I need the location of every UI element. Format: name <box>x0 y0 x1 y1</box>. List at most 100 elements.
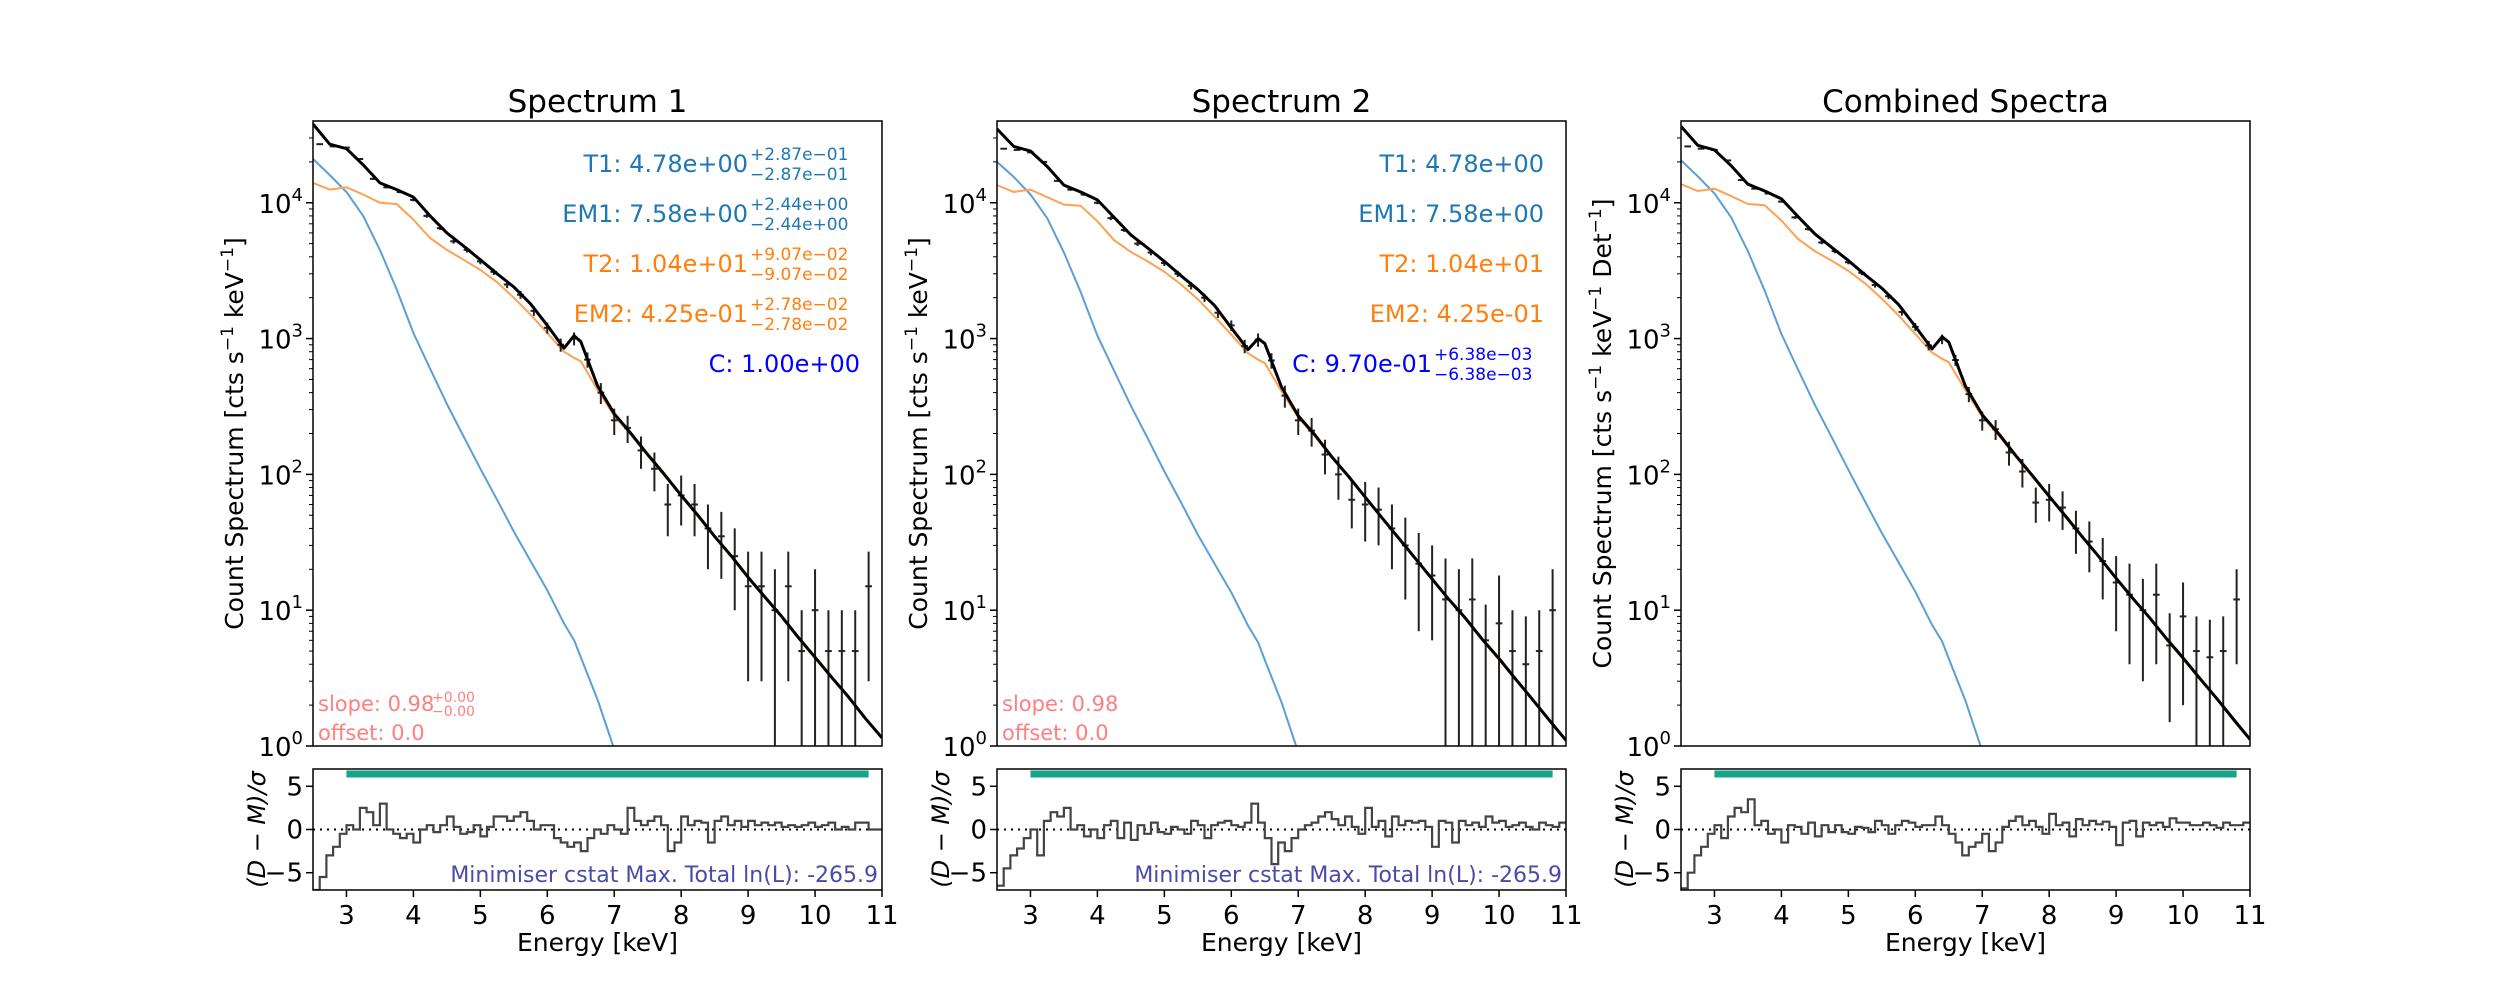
x-tick-label: 9 <box>2108 901 2125 931</box>
residual-y-tick-label: −5 <box>1633 859 1671 889</box>
y-tick-exponent: 4 <box>292 185 303 206</box>
x-tick-label: 8 <box>673 901 690 931</box>
param-label: EM2: 4.25e-01 <box>574 300 748 328</box>
param-lower-error: −9.07e−02 <box>750 265 848 285</box>
y-tick-exponent: 0 <box>1660 728 1671 749</box>
y-tick-label: 100 <box>258 728 303 763</box>
residual-y-tick-label: −5 <box>949 859 987 889</box>
x-axis-label: Energy [keV] <box>1201 928 1362 957</box>
x-tick-label: 11 <box>2233 901 2266 931</box>
param-label: EM2: 4.25e-01 <box>1370 300 1544 328</box>
main-plot-area <box>313 123 882 746</box>
residual-plot-area <box>1681 770 2250 890</box>
y-axis-label: Count Spectrum [cts s−1 keV−1 Det−1] <box>1586 199 1617 669</box>
offset-label: offset: 0.0 <box>1002 721 1109 745</box>
slope-upper-error: +0.00 <box>432 690 475 706</box>
param-label: C: 1.00e+00 <box>709 350 860 378</box>
y-label-text: keV <box>220 272 249 326</box>
residual-y-tick-label: 0 <box>1654 816 1671 846</box>
y-tick-label: 104 <box>258 185 303 220</box>
main-axes-frame <box>1680 120 2251 747</box>
x-tick-label: 3 <box>1706 901 1723 931</box>
x-axis-label: Energy [keV] <box>517 928 678 957</box>
x-tick-label: 7 <box>1974 901 1991 931</box>
x-tick-label: 9 <box>740 901 757 931</box>
x-tick-label: 6 <box>539 901 556 931</box>
y-tick-base: 10 <box>942 733 975 763</box>
param-label: C: 9.70e-01 <box>1292 350 1432 378</box>
y-tick-exponent: 2 <box>1660 456 1671 477</box>
slope-label: slope: 0.98 <box>318 692 434 716</box>
y-axis-label: Count Spectrum [cts s−1 keV−1] <box>902 237 933 630</box>
residual-y-tick-label: −5 <box>265 859 303 889</box>
param-lower-error: −2.44e+00 <box>750 215 848 235</box>
y-tick-label: 100 <box>942 728 987 763</box>
y-label-superscript: −1 <box>1586 208 1606 233</box>
y-tick-base: 10 <box>1626 326 1659 356</box>
y-tick-exponent: 3 <box>1660 321 1671 342</box>
y-tick-base: 10 <box>1626 597 1659 627</box>
y-label-superscript: −1 <box>902 326 922 351</box>
chart-title: Spectrum 2 <box>1192 84 1372 120</box>
x-axis-label: Energy [keV] <box>1885 928 2046 957</box>
y-label-text: ] <box>904 237 933 247</box>
x-tick-label: 7 <box>1290 901 1307 931</box>
x-tick-label: 5 <box>1156 901 1173 931</box>
residual-y-tick-label: 0 <box>286 816 303 846</box>
y-label-superscript: −1 <box>218 247 238 272</box>
y-tick-label: 101 <box>1626 592 1671 627</box>
param-lower-error: −2.78e−02 <box>750 315 848 335</box>
param-lower-error: −6.38e−03 <box>1434 365 1532 385</box>
param-label: T1: 4.78e+00 <box>1379 150 1545 178</box>
y-label-text: ] <box>1588 199 1617 209</box>
y-label-superscript: −1 <box>1586 286 1606 311</box>
residual-y-label: (D − M)/σ <box>243 770 271 887</box>
x-tick-label: 3 <box>1022 901 1039 931</box>
y-tick-label: 103 <box>258 321 303 356</box>
x-tick-label: 8 <box>1357 901 1374 931</box>
minimiser-stat-text: Minimiser cstat Max. Total ln(L): -265.9 <box>450 863 878 888</box>
y-tick-label: 100 <box>1626 728 1671 763</box>
param-lower-error: −2.87e−01 <box>750 165 848 185</box>
param-label: T2: 1.04e+01 <box>1379 250 1545 278</box>
param-label: EM1: 7.58e+00 <box>1358 200 1544 228</box>
y-tick-base: 10 <box>258 461 291 491</box>
y-label-superscript: −1 <box>1586 365 1606 390</box>
y-tick-base: 10 <box>258 190 291 220</box>
residual-plot-area <box>997 770 1566 887</box>
residual-plot-area <box>313 770 882 890</box>
main-plot-area <box>997 127 1566 746</box>
param-label: T2: 1.04e+01 <box>583 250 749 278</box>
y-tick-exponent: 4 <box>1660 185 1671 206</box>
y-tick-base: 10 <box>1626 190 1659 220</box>
y-tick-base: 10 <box>942 461 975 491</box>
y-label-text: Count Spectrum [cts s <box>220 351 249 630</box>
y-label-text: keV <box>904 272 933 326</box>
param-upper-error: +6.38e−03 <box>1434 345 1532 365</box>
y-tick-exponent: 3 <box>292 321 303 342</box>
y-tick-label: 104 <box>942 185 987 220</box>
x-tick-label: 4 <box>1089 901 1106 931</box>
residual-step-line <box>313 802 882 890</box>
model-line-T1 <box>997 161 1298 746</box>
param-upper-error: +2.44e+00 <box>750 195 848 215</box>
residual-y-label: (D − M)/σ <box>1611 770 1639 887</box>
model-line-T1 <box>1681 159 1982 746</box>
y-tick-base: 10 <box>942 190 975 220</box>
y-label-text: Det <box>1588 233 1617 286</box>
residual-step-line <box>997 802 1566 887</box>
residual-y-tick-label: 5 <box>286 772 303 802</box>
y-tick-base: 10 <box>942 597 975 627</box>
y-tick-label: 102 <box>1626 456 1671 491</box>
param-label: EM1: 7.58e+00 <box>562 200 748 228</box>
param-upper-error: +2.78e−02 <box>750 295 848 315</box>
y-tick-exponent: 1 <box>292 592 303 613</box>
y-tick-exponent: 1 <box>1660 592 1671 613</box>
y-tick-exponent: 2 <box>976 456 987 477</box>
y-tick-exponent: 0 <box>976 728 987 749</box>
x-tick-label: 6 <box>1907 901 1924 931</box>
